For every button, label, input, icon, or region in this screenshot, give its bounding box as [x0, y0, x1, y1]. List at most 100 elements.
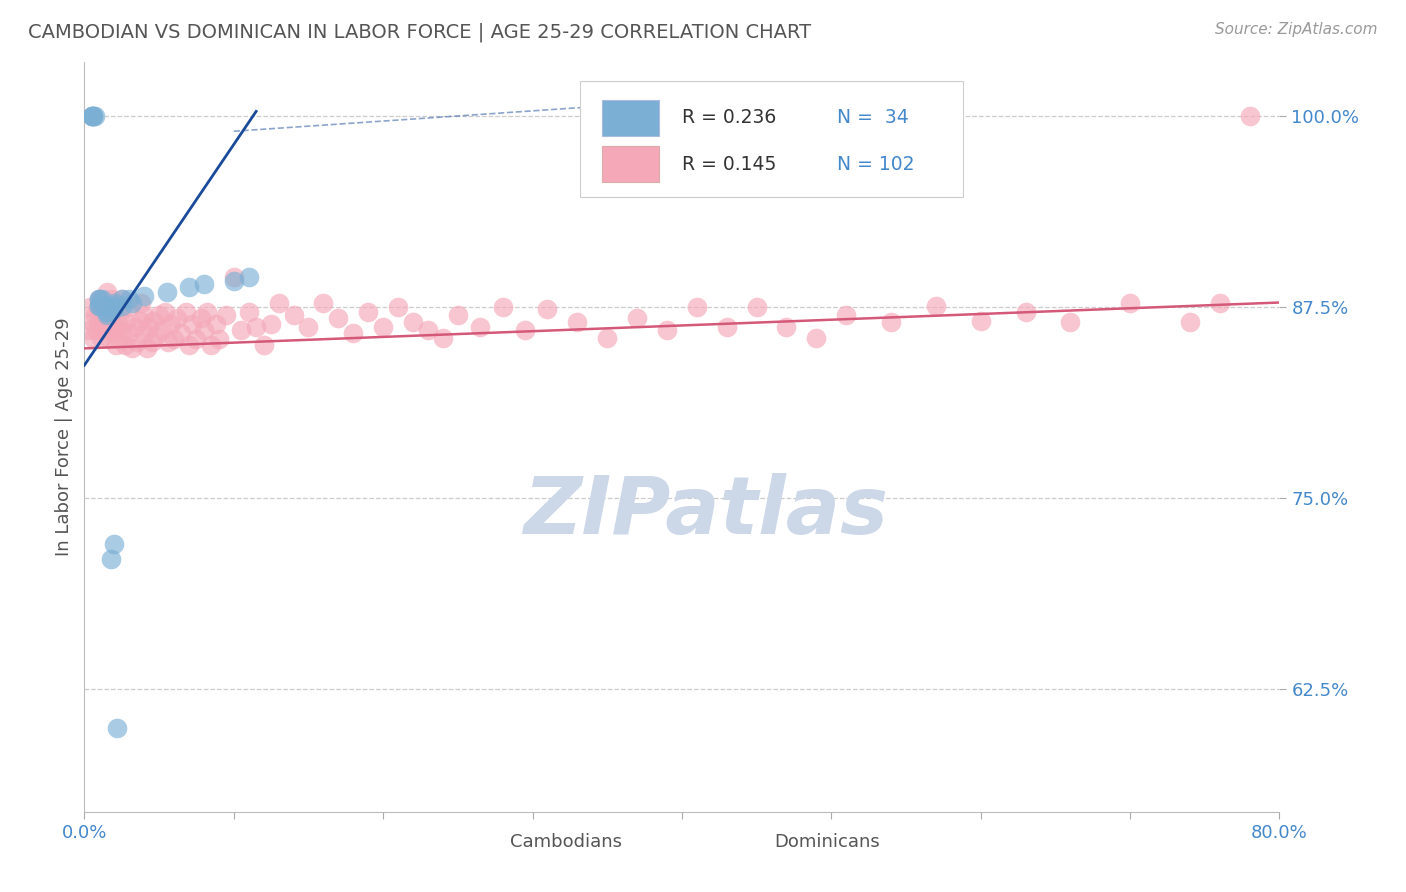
Point — [153, 304, 176, 318]
Point — [283, 308, 305, 322]
Point — [174, 304, 197, 318]
Point — [138, 320, 160, 334]
Point — [880, 315, 903, 329]
Point — [101, 323, 124, 337]
Point — [387, 300, 409, 314]
Point — [170, 326, 193, 340]
Text: R = 0.145: R = 0.145 — [682, 155, 776, 174]
Point — [145, 329, 167, 343]
Point — [186, 332, 208, 346]
Point — [103, 323, 125, 337]
Point — [655, 323, 678, 337]
Point — [118, 300, 141, 314]
Point — [118, 293, 141, 307]
Point — [110, 308, 132, 322]
Point — [686, 300, 709, 314]
Point — [82, 109, 104, 123]
Point — [193, 323, 215, 337]
Point — [1239, 109, 1261, 123]
Point — [1209, 295, 1232, 310]
Point — [208, 332, 231, 346]
Point — [111, 293, 134, 307]
Point — [205, 317, 228, 331]
Point — [492, 300, 515, 314]
Text: N =  34: N = 34 — [838, 109, 910, 128]
Point — [1059, 315, 1081, 329]
FancyBboxPatch shape — [724, 832, 762, 853]
Point — [129, 295, 152, 310]
Point — [94, 300, 117, 314]
Point — [200, 338, 222, 352]
Point — [1119, 295, 1142, 310]
Text: N = 102: N = 102 — [838, 155, 915, 174]
Point — [626, 310, 648, 325]
Point — [121, 295, 143, 310]
Point — [181, 317, 204, 331]
Point — [177, 338, 200, 352]
Point — [80, 109, 103, 123]
Point — [447, 308, 470, 322]
Point — [96, 285, 118, 299]
Point — [373, 320, 395, 334]
Point — [160, 317, 183, 331]
FancyBboxPatch shape — [461, 832, 499, 853]
Point — [260, 317, 283, 331]
Point — [105, 315, 128, 329]
Text: Dominicans: Dominicans — [773, 833, 880, 852]
Point — [96, 315, 118, 329]
Point — [96, 304, 118, 318]
Point — [103, 300, 125, 314]
Point — [925, 299, 948, 313]
Point — [80, 315, 103, 329]
Point — [806, 331, 828, 345]
Point — [716, 320, 738, 334]
Point — [96, 304, 118, 318]
Point — [96, 299, 118, 313]
Point — [150, 323, 173, 337]
Point — [103, 537, 125, 551]
Point — [105, 721, 128, 735]
Text: R = 0.236: R = 0.236 — [682, 109, 776, 128]
Point — [128, 314, 150, 328]
Point — [100, 293, 122, 307]
Point — [193, 277, 215, 292]
Point — [91, 299, 114, 313]
Point — [835, 308, 858, 322]
Text: ZIPatlas: ZIPatlas — [523, 473, 889, 551]
Point — [111, 323, 134, 337]
Point — [297, 320, 319, 334]
Point — [82, 331, 104, 345]
Point — [1178, 315, 1201, 329]
Point — [83, 109, 105, 123]
Point — [121, 342, 143, 356]
Point — [83, 308, 105, 322]
Point — [87, 300, 110, 314]
Point — [90, 331, 112, 345]
Point — [89, 299, 111, 313]
Point — [103, 301, 125, 316]
Point — [142, 314, 165, 328]
Point — [190, 310, 212, 325]
Point — [98, 308, 121, 322]
Point — [357, 304, 380, 318]
Point — [432, 331, 454, 345]
FancyBboxPatch shape — [602, 100, 659, 136]
Point — [124, 320, 146, 334]
Point — [132, 289, 156, 303]
Point — [148, 308, 170, 322]
Point — [89, 299, 111, 313]
Text: Cambodians: Cambodians — [510, 833, 621, 852]
Point — [775, 320, 797, 334]
Point — [89, 293, 111, 307]
Point — [177, 280, 200, 294]
Text: CAMBODIAN VS DOMINICAN IN LABOR FORCE | AGE 25-29 CORRELATION CHART: CAMBODIAN VS DOMINICAN IN LABOR FORCE | … — [28, 22, 811, 42]
Point — [245, 320, 267, 334]
Point — [536, 301, 558, 316]
Point — [745, 300, 768, 314]
Point — [312, 295, 335, 310]
Point — [111, 299, 134, 313]
Point — [596, 331, 619, 345]
Point — [267, 295, 290, 310]
Point — [157, 335, 180, 350]
Point — [97, 331, 120, 345]
